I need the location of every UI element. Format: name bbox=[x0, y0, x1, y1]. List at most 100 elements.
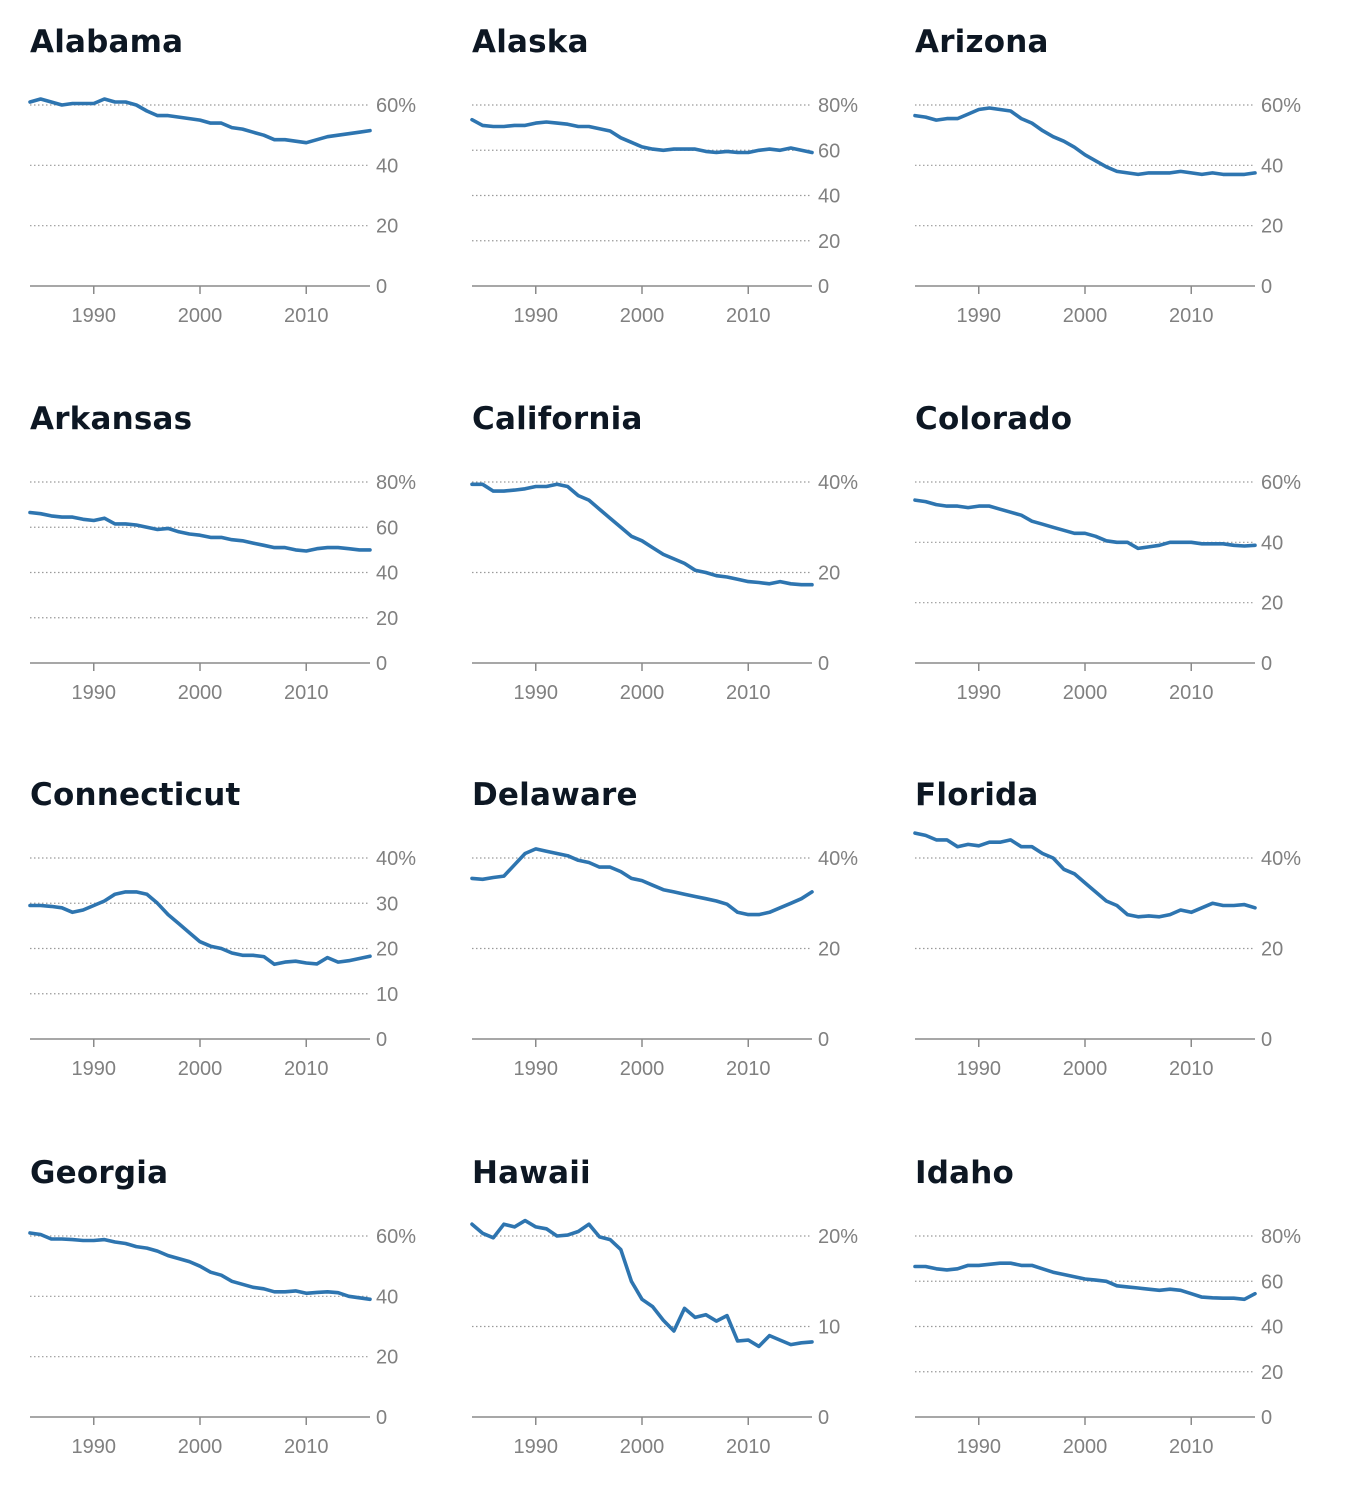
chart-title: Florida bbox=[915, 777, 1039, 813]
x-tick-label: 2010 bbox=[284, 682, 329, 704]
series-line bbox=[28, 1231, 372, 1302]
chart-title: Connecticut bbox=[30, 777, 241, 813]
series-line bbox=[470, 847, 814, 917]
chart-title: Arizona bbox=[915, 24, 1049, 60]
y-tick-label: 0 bbox=[376, 1407, 387, 1429]
y-tick-label: 0 bbox=[1261, 653, 1272, 675]
y-tick-label: 40 bbox=[818, 186, 840, 208]
y-tick-label: 60 bbox=[1261, 1271, 1283, 1293]
x-tick-label: 1990 bbox=[72, 682, 117, 704]
chart-title: Delaware bbox=[472, 777, 638, 813]
chart-title: Arkansas bbox=[30, 401, 193, 437]
chart-title: Alaska bbox=[472, 24, 589, 60]
x-tick-label: 2010 bbox=[284, 1058, 329, 1080]
x-tick-label: 2000 bbox=[1063, 682, 1108, 704]
y-tick-label: 30 bbox=[376, 893, 398, 915]
chart-title: Hawaii bbox=[472, 1155, 591, 1191]
chart-svg: 0 20 40 60 80% 1990 2000 2010 bbox=[470, 95, 858, 327]
series-line bbox=[28, 97, 372, 145]
x-tick-label: 2010 bbox=[726, 1058, 771, 1080]
y-tick-label: 40 bbox=[1261, 1317, 1283, 1339]
x-tick-label: 2010 bbox=[1169, 1058, 1214, 1080]
y-tick-label: 40 bbox=[376, 155, 398, 177]
x-tick-label: 2000 bbox=[1063, 1436, 1108, 1458]
y-tick-label: 0 bbox=[1261, 1029, 1272, 1051]
x-tick-label: 1990 bbox=[957, 1436, 1002, 1458]
x-tick-label: 1990 bbox=[957, 682, 1002, 704]
y-tick-label: 20 bbox=[376, 939, 398, 961]
chart-svg: 0 20 40 60% 1990 2000 2010 bbox=[28, 95, 416, 327]
y-tick-label: 20% bbox=[818, 1226, 858, 1248]
y-tick-label: 60% bbox=[376, 95, 416, 117]
y-tick-label: 20 bbox=[376, 608, 398, 630]
x-tick-label: 2010 bbox=[1169, 305, 1214, 327]
x-tick-label: 2000 bbox=[620, 682, 665, 704]
y-tick-label: 60% bbox=[1261, 472, 1301, 494]
x-tick-label: 2010 bbox=[1169, 1436, 1214, 1458]
x-tick-label: 2000 bbox=[178, 682, 223, 704]
series-line bbox=[913, 498, 1257, 551]
y-tick-label: 20 bbox=[818, 939, 840, 961]
x-tick-label: 1990 bbox=[72, 305, 117, 327]
x-tick-label: 2000 bbox=[620, 1058, 665, 1080]
chart-panel: Hawaii 0 10 20% 1990 2000 2010 bbox=[470, 1131, 892, 1491]
x-tick-label: 2000 bbox=[178, 1058, 223, 1080]
y-tick-label: 40% bbox=[1261, 848, 1301, 870]
y-tick-label: 0 bbox=[818, 276, 829, 298]
y-tick-label: 0 bbox=[818, 653, 829, 675]
y-tick-label: 40 bbox=[1261, 532, 1283, 554]
y-tick-label: 20 bbox=[376, 216, 398, 238]
x-tick-label: 1990 bbox=[514, 1436, 559, 1458]
series-line bbox=[28, 510, 372, 553]
x-tick-label: 2010 bbox=[726, 682, 771, 704]
x-tick-label: 2010 bbox=[726, 1436, 771, 1458]
chart-panel: Alaska 0 20 40 60 80% 1990 2000 2010 bbox=[470, 0, 892, 360]
chart-panel: Delaware 0 20 40% 1990 2000 2010 bbox=[470, 753, 892, 1113]
y-tick-label: 20 bbox=[1261, 593, 1283, 615]
y-tick-label: 80% bbox=[818, 95, 858, 117]
x-tick-label: 1990 bbox=[957, 1058, 1002, 1080]
y-tick-label: 20 bbox=[1261, 1362, 1283, 1384]
x-tick-label: 2010 bbox=[1169, 682, 1214, 704]
x-tick-label: 2010 bbox=[284, 305, 329, 327]
x-tick-label: 1990 bbox=[72, 1436, 117, 1458]
y-tick-label: 80% bbox=[376, 472, 416, 494]
y-tick-label: 40 bbox=[376, 563, 398, 585]
chart-svg: 0 20 40 60 80% 1990 2000 2010 bbox=[913, 1226, 1301, 1458]
x-tick-label: 1990 bbox=[957, 305, 1002, 327]
x-tick-label: 2000 bbox=[620, 305, 665, 327]
y-tick-label: 40 bbox=[1261, 155, 1283, 177]
x-tick-label: 2010 bbox=[284, 1436, 329, 1458]
y-tick-label: 20 bbox=[818, 563, 840, 585]
chart-title: Alabama bbox=[30, 24, 184, 60]
y-tick-label: 60 bbox=[376, 517, 398, 539]
chart-svg: 0 20 40 60% 1990 2000 2010 bbox=[913, 95, 1301, 327]
x-tick-label: 2000 bbox=[178, 305, 223, 327]
series-line bbox=[28, 890, 372, 967]
y-tick-label: 20 bbox=[1261, 939, 1283, 961]
y-tick-label: 20 bbox=[818, 231, 840, 253]
y-tick-label: 0 bbox=[376, 276, 387, 298]
chart-svg: 0 10 20% 1990 2000 2010 bbox=[470, 1218, 858, 1458]
chart-panel: Idaho 0 20 40 60 80% 1990 2000 2010 bbox=[913, 1131, 1335, 1491]
chart-panel: Arkansas 0 20 40 60 80% 1990 2000 2010 bbox=[28, 377, 450, 737]
x-tick-label: 2000 bbox=[1063, 305, 1108, 327]
x-tick-label: 2010 bbox=[726, 305, 771, 327]
y-tick-label: 40% bbox=[818, 848, 858, 870]
y-tick-label: 20 bbox=[1261, 216, 1283, 238]
y-tick-label: 60 bbox=[818, 140, 840, 162]
chart-title: Colorado bbox=[915, 401, 1073, 437]
chart-panel: California 0 20 40% 1990 2000 2010 bbox=[470, 377, 892, 737]
x-tick-label: 1990 bbox=[72, 1058, 117, 1080]
y-tick-label: 0 bbox=[1261, 1407, 1272, 1429]
chart-svg: 0 20 40% 1990 2000 2010 bbox=[913, 831, 1301, 1080]
y-tick-label: 10 bbox=[376, 984, 398, 1006]
x-tick-label: 2000 bbox=[1063, 1058, 1108, 1080]
y-tick-label: 0 bbox=[1261, 276, 1272, 298]
chart-panel: Florida 0 20 40% 1990 2000 2010 bbox=[913, 753, 1335, 1113]
series-line bbox=[470, 1218, 814, 1349]
chart-panel: Alabama 0 20 40 60% 1990 2000 2010 bbox=[28, 0, 450, 360]
series-line bbox=[470, 482, 814, 587]
y-tick-label: 0 bbox=[818, 1407, 829, 1429]
